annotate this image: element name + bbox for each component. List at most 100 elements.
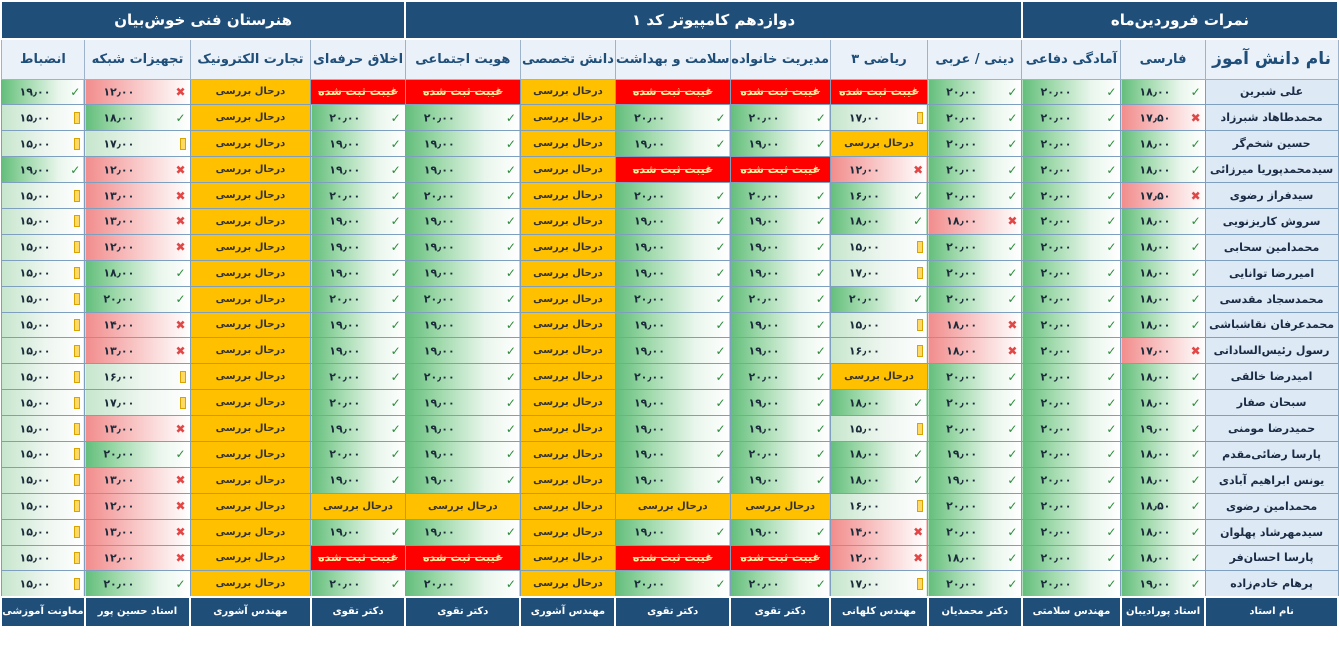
grade-cell[interactable]: ! ۱۵٫۰۰ <box>829 415 929 442</box>
grade-cell[interactable]: ✓ ۲۰٫۰۰ <box>1021 156 1122 184</box>
grade-cell[interactable]: ✓ ۲۰٫۰۰ <box>927 285 1023 313</box>
column-header[interactable]: فارسی <box>1120 38 1206 80</box>
pending-status-cell[interactable]: درحال بررسی <box>189 104 312 132</box>
absence-status-cell[interactable]: غیبت ثبت شده <box>829 78 929 106</box>
grade-cell[interactable]: ✓ ۲۰٫۰۰ <box>1021 544 1122 572</box>
grade-cell[interactable]: ✖ ۱۸٫۰۰ <box>927 337 1023 365</box>
grade-cell[interactable]: ✓ ۲۰٫۰۰ <box>927 363 1023 391</box>
grade-cell[interactable]: ✓ ۱۸٫۰۰ <box>1120 440 1206 468</box>
pending-status-cell[interactable]: درحال بررسی <box>519 311 616 339</box>
pending-status-cell[interactable]: درحال بررسی <box>189 337 312 365</box>
grade-cell[interactable]: ✓ ۲۰٫۰۰ <box>927 518 1023 546</box>
grade-cell[interactable]: ✓ ۲۰٫۰۰ <box>1021 207 1122 235</box>
grade-cell[interactable]: ! ۱۵٫۰۰ <box>0 182 86 209</box>
pending-status-cell[interactable]: درحال بررسی <box>404 492 521 520</box>
grade-cell[interactable]: ✓ ۲۰٫۰۰ <box>404 182 521 209</box>
grade-cell[interactable]: ✓ ۲۰٫۰۰ <box>614 363 731 391</box>
pending-status-cell[interactable]: درحال بررسی <box>519 207 616 235</box>
pending-status-cell[interactable]: درحال بررسی <box>189 518 312 546</box>
grade-cell[interactable]: ✖ ۱۸٫۰۰ <box>927 311 1023 339</box>
pending-status-cell[interactable]: درحال بررسی <box>519 156 616 184</box>
grade-cell[interactable]: ✓ ۲۰٫۰۰ <box>1021 415 1122 442</box>
grade-cell[interactable]: ! ۱۵٫۰۰ <box>829 311 929 339</box>
grade-cell[interactable]: ✓ ۱۹٫۰۰ <box>1120 415 1206 442</box>
grade-cell[interactable]: ✓ ۱۹٫۰۰ <box>614 259 731 287</box>
grade-cell[interactable]: ✓ ۲۰٫۰۰ <box>84 285 191 313</box>
student-name[interactable]: سروش کاریزنویی <box>1204 207 1339 235</box>
grade-cell[interactable]: ✓ ۱۸٫۰۰ <box>1120 207 1206 235</box>
grade-cell[interactable]: ! ۱۵٫۰۰ <box>0 337 86 365</box>
grade-cell[interactable]: ! ۱۵٫۰۰ <box>0 440 86 468</box>
grade-cell[interactable]: ✓ ۱۹٫۰۰ <box>729 415 831 442</box>
grade-cell[interactable]: ✖ ۱۲٫۰۰ <box>829 156 929 184</box>
grade-cell[interactable]: ✓ ۲۰٫۰۰ <box>927 78 1023 106</box>
pending-status-cell[interactable]: درحال بررسی <box>519 285 616 313</box>
grade-cell[interactable]: ✓ ۲۰٫۰۰ <box>310 389 406 417</box>
grade-cell[interactable]: ✓ ۱۸٫۰۰ <box>1120 544 1206 572</box>
grade-cell[interactable]: ! ۱۵٫۰۰ <box>0 389 86 417</box>
grade-cell[interactable]: ! ۱۵٫۰۰ <box>0 518 86 546</box>
pending-status-cell[interactable]: درحال بررسی <box>189 207 312 235</box>
pending-status-cell[interactable]: درحال بررسی <box>519 492 616 520</box>
grade-cell[interactable]: ✓ ۱۹٫۰۰ <box>729 207 831 235</box>
grade-cell[interactable]: ✓ ۱۹٫۰۰ <box>404 207 521 235</box>
grade-cell[interactable]: ✖ ۱۸٫۰۰ <box>927 207 1023 235</box>
grade-cell[interactable]: ✓ ۱۹٫۰۰ <box>614 337 731 365</box>
pending-status-cell[interactable]: درحال بررسی <box>189 156 312 184</box>
grade-cell[interactable]: ✓ ۲۰٫۰۰ <box>1021 233 1122 261</box>
grade-cell[interactable]: ✓ ۱۸٫۰۰ <box>1120 363 1206 391</box>
column-header[interactable]: سلامت و بهداشت <box>614 38 731 80</box>
absence-status-cell[interactable]: غیبت ثبت شده <box>614 544 731 572</box>
grade-cell[interactable]: ✓ ۱۸٫۵۰ <box>1120 492 1206 520</box>
grade-cell[interactable]: ✓ ۲۰٫۰۰ <box>614 182 731 209</box>
grade-cell[interactable]: ✓ ۱۸٫۰۰ <box>829 466 929 494</box>
column-header[interactable]: تجهیزات شبکه <box>84 38 191 80</box>
grade-cell[interactable]: ✓ ۲۰٫۰۰ <box>1021 337 1122 365</box>
grade-cell[interactable]: ✓ ۱۹٫۰۰ <box>0 78 86 106</box>
student-name[interactable]: محمدامین رضوی <box>1204 492 1339 520</box>
absence-status-cell[interactable]: غیبت ثبت شده <box>614 156 731 184</box>
grade-cell[interactable]: ✖ ۱۲٫۰۰ <box>84 156 191 184</box>
grade-cell[interactable]: ✓ ۱۹٫۰۰ <box>614 233 731 261</box>
grade-cell[interactable]: ! ۱۵٫۰۰ <box>0 544 86 572</box>
grade-cell[interactable]: ✓ ۲۰٫۰۰ <box>614 570 731 598</box>
grade-cell[interactable]: ✓ ۱۹٫۰۰ <box>614 415 731 442</box>
grade-cell[interactable]: ✓ ۱۹٫۰۰ <box>729 466 831 494</box>
grade-cell[interactable]: ✓ ۲۰٫۰۰ <box>404 285 521 313</box>
grade-cell[interactable]: ! ۱۵٫۰۰ <box>0 363 86 391</box>
grade-cell[interactable]: ✓ ۲۰٫۰۰ <box>1021 363 1122 391</box>
pending-status-cell[interactable]: درحال بررسی <box>189 492 312 520</box>
pending-status-cell[interactable]: درحال بررسی <box>829 363 929 391</box>
grade-cell[interactable]: ✓ ۲۰٫۰۰ <box>927 156 1023 184</box>
pending-status-cell[interactable]: درحال بررسی <box>614 492 731 520</box>
grade-cell[interactable]: ✓ ۱۹٫۰۰ <box>927 466 1023 494</box>
grade-cell[interactable]: ✓ ۲۰٫۰۰ <box>310 182 406 209</box>
grade-cell[interactable]: ✓ ۱۹٫۰۰ <box>310 415 406 442</box>
grade-cell[interactable]: ✓ ۱۹٫۰۰ <box>404 130 521 158</box>
column-header[interactable]: اخلاق حرفه‌ای <box>310 38 406 80</box>
pending-status-cell[interactable]: درحال بررسی <box>519 518 616 546</box>
grade-cell[interactable]: ✓ ۲۰٫۰۰ <box>927 182 1023 209</box>
grade-cell[interactable]: ✓ ۱۹٫۰۰ <box>310 233 406 261</box>
grade-cell[interactable]: ✓ ۲۰٫۰۰ <box>310 285 406 313</box>
pending-status-cell[interactable]: درحال بررسی <box>189 544 312 572</box>
grade-cell[interactable]: ! ۱۷٫۰۰ <box>84 130 191 158</box>
column-header[interactable]: نام دانش آموز <box>1204 38 1339 80</box>
absence-status-cell[interactable]: غیبت ثبت شده <box>729 156 831 184</box>
grade-cell[interactable]: ✓ ۱۹٫۰۰ <box>729 233 831 261</box>
grade-cell[interactable]: ! ۱۵٫۰۰ <box>0 415 86 442</box>
grade-cell[interactable]: ✓ ۲۰٫۰۰ <box>310 440 406 468</box>
grade-cell[interactable]: ✓ ۲۰٫۰۰ <box>404 363 521 391</box>
pending-status-cell[interactable]: درحال بررسی <box>519 182 616 209</box>
grade-cell[interactable]: ✖ ۱۲٫۰۰ <box>829 544 929 572</box>
column-header[interactable]: ریاضی ۳ <box>829 38 929 80</box>
grade-cell[interactable]: ✓ ۲۰٫۰۰ <box>829 285 929 313</box>
grade-cell[interactable]: ✖ ۱۳٫۰۰ <box>84 207 191 235</box>
grade-cell[interactable]: ✓ ۱۹٫۰۰ <box>310 518 406 546</box>
grade-cell[interactable]: ✓ ۲۰٫۰۰ <box>927 259 1023 287</box>
student-name[interactable]: رسول رئیس‌الساداتی <box>1204 337 1339 365</box>
pending-status-cell[interactable]: درحال بررسی <box>189 259 312 287</box>
pending-status-cell[interactable]: درحال بررسی <box>519 259 616 287</box>
student-name[interactable]: سیدمحمدپوریا میرزائی <box>1204 156 1339 184</box>
grade-cell[interactable]: ✓ ۲۰٫۰۰ <box>927 130 1023 158</box>
